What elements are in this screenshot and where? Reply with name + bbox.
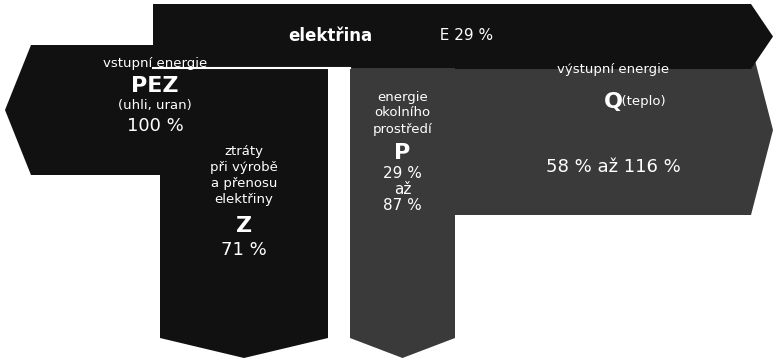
Text: 87 %: 87 % xyxy=(383,198,421,212)
Text: 58 % až 116 %: 58 % až 116 % xyxy=(546,158,680,176)
Polygon shape xyxy=(160,130,328,358)
Text: prostředí: prostředí xyxy=(373,122,432,135)
Polygon shape xyxy=(455,45,773,215)
Polygon shape xyxy=(350,68,455,358)
Text: vstupní energie: vstupní energie xyxy=(103,58,207,71)
Text: Q: Q xyxy=(604,92,622,112)
Text: ztráty: ztráty xyxy=(224,146,264,159)
Text: 29 %: 29 % xyxy=(383,165,422,181)
Text: až: až xyxy=(394,181,411,197)
Text: PEZ: PEZ xyxy=(131,76,179,96)
Text: energie: energie xyxy=(377,90,428,104)
Text: E 29 %: E 29 % xyxy=(430,29,493,43)
Text: výstupní energie: výstupní energie xyxy=(557,63,669,76)
Text: (teplo): (teplo) xyxy=(613,96,665,109)
Text: a přenosu: a přenosu xyxy=(211,177,277,190)
Text: při výrobě: při výrobě xyxy=(210,161,278,174)
Text: (uhli, uran): (uhli, uran) xyxy=(118,100,192,113)
Text: elektřina: elektřina xyxy=(288,27,372,45)
Text: 71 %: 71 % xyxy=(221,241,267,259)
Text: elektřiny: elektřiny xyxy=(214,194,274,206)
Polygon shape xyxy=(5,45,328,175)
Text: 100 %: 100 % xyxy=(127,117,183,135)
Text: Z: Z xyxy=(236,216,252,236)
Polygon shape xyxy=(153,4,773,69)
Text: P: P xyxy=(394,143,411,163)
Text: okolního: okolního xyxy=(375,106,431,119)
